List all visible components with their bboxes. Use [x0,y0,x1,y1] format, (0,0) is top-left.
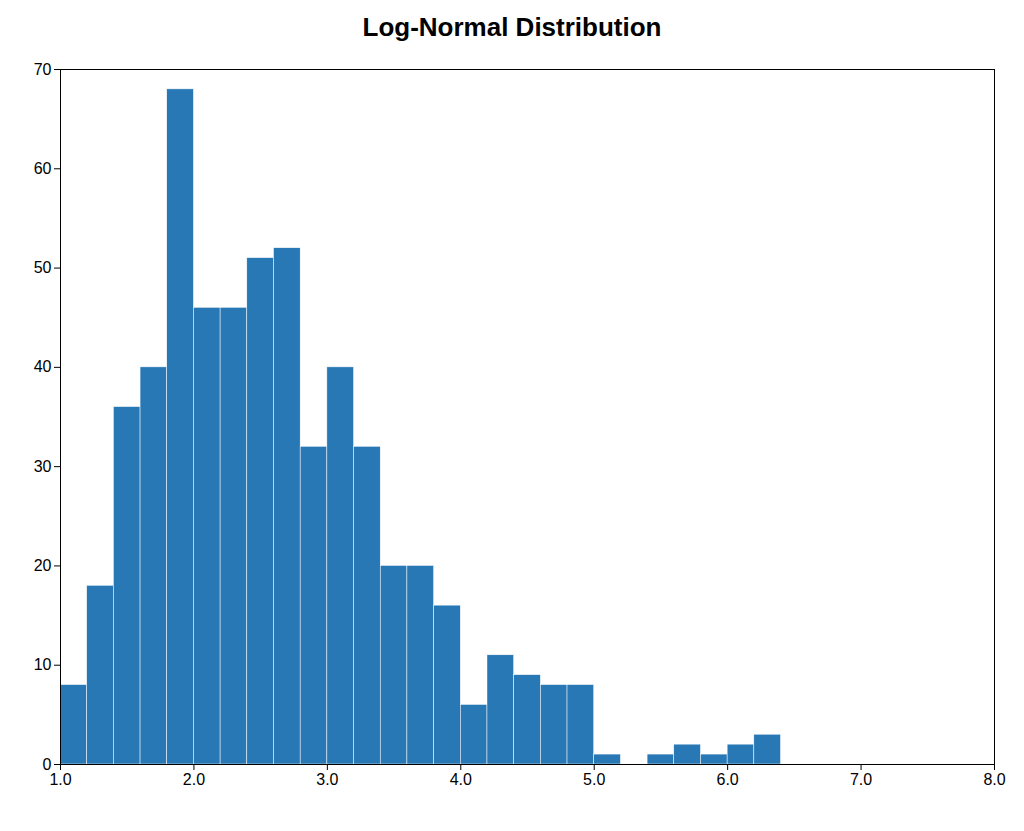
svg-text:70: 70 [34,61,52,78]
svg-text:3.0: 3.0 [316,771,338,788]
svg-text:10: 10 [34,657,52,674]
svg-text:20: 20 [34,557,52,574]
html-text:Log-Normal Distribution: Log-Normal Distribution [362,12,662,42]
svg-text:5.0: 5.0 [583,771,605,788]
svg-text:40: 40 [34,359,52,376]
svg-text:2.0: 2.0 [183,771,205,788]
svg-text:0: 0 [42,755,52,773]
svg-text:7.0: 7.0 [850,771,872,788]
svg-text:4.0: 4.0 [450,771,472,788]
svg-text:60: 60 [34,160,52,177]
svg-text:50: 50 [34,259,52,276]
svg-text:6.0: 6.0 [717,771,739,788]
svg-text:1.0: 1.0 [49,771,71,788]
svg-text:30: 30 [34,458,52,475]
svg-text:8.0: 8.0 [983,771,1005,788]
